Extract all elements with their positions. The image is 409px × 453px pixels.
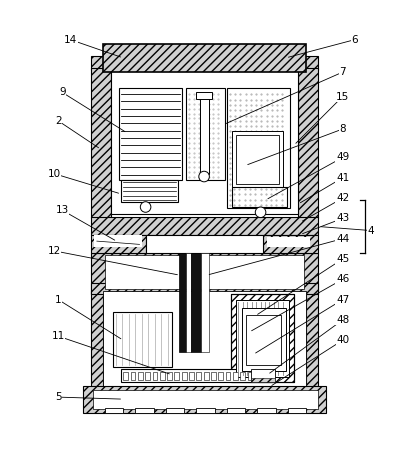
Bar [91,217,318,236]
Bar [175,371,179,381]
Bar [270,371,274,381]
Bar [247,371,252,381]
Text: 49: 49 [336,153,349,163]
Bar [240,371,245,381]
Bar [111,70,298,214]
Bar [231,294,294,382]
Bar [288,409,306,413]
Text: 10: 10 [47,169,61,178]
Bar [91,284,318,294]
Circle shape [255,207,266,217]
Bar [166,409,184,413]
Bar [255,371,260,381]
Bar [160,371,165,381]
Bar [91,253,318,294]
Bar [91,56,318,70]
Bar [130,371,135,381]
Bar [246,315,281,366]
Bar [105,255,304,289]
Circle shape [199,171,209,182]
Bar [146,235,263,253]
Text: 7: 7 [339,67,346,77]
Text: 12: 12 [47,246,61,256]
Bar [257,409,276,413]
Bar [267,236,310,247]
Bar [251,369,275,382]
Text: 14: 14 [64,34,77,45]
Bar [232,131,283,188]
Bar [226,371,231,381]
Bar [227,409,245,413]
Bar [135,409,154,413]
Bar [236,299,289,377]
Bar [189,371,194,381]
Text: 45: 45 [336,254,349,264]
Bar [204,371,209,381]
Bar [83,386,326,413]
Text: 1: 1 [55,294,62,304]
Bar [306,291,318,389]
Bar [91,291,103,389]
Bar [103,43,306,72]
Bar [91,68,111,218]
Bar [145,371,150,381]
Bar [232,187,287,207]
Text: 40: 40 [336,335,349,345]
Bar [191,253,201,352]
Text: 2: 2 [55,116,62,126]
Bar [196,409,215,413]
Bar [119,88,182,180]
Text: 42: 42 [336,193,349,203]
Bar [121,180,178,202]
Bar [105,409,123,413]
Text: 47: 47 [336,294,349,304]
Text: 5: 5 [55,392,62,402]
Bar [242,308,286,371]
Text: 13: 13 [56,205,69,215]
Bar [263,235,318,253]
Text: 48: 48 [336,315,349,325]
Bar [123,371,128,381]
Bar [231,294,294,382]
Bar [179,253,186,352]
Bar [103,291,306,387]
Bar [153,371,157,381]
Bar [91,235,146,253]
Text: 46: 46 [336,275,349,284]
Text: 4: 4 [368,226,374,236]
Bar [227,88,290,208]
Bar [262,371,267,381]
Bar [138,371,143,381]
Bar [196,371,201,381]
Bar [233,371,238,381]
Bar [113,312,172,366]
Text: 9: 9 [59,87,65,97]
Bar [236,135,279,184]
Text: 15: 15 [336,92,349,101]
Bar [200,95,209,173]
Text: 6: 6 [351,34,358,45]
Text: 8: 8 [339,124,346,134]
Bar [251,378,275,382]
Bar [218,371,223,381]
Text: 41: 41 [336,173,349,183]
Bar [211,371,216,381]
Bar [167,371,172,381]
Bar [94,236,142,247]
Text: 11: 11 [52,331,65,341]
Text: 43: 43 [336,213,349,223]
Bar [196,92,212,99]
Bar [186,253,191,352]
Bar [93,390,318,410]
Circle shape [140,202,151,212]
Bar [298,68,318,218]
Bar [201,253,209,352]
Bar [182,371,187,381]
Text: 44: 44 [336,234,349,244]
Bar [186,88,225,180]
Bar [121,369,272,382]
